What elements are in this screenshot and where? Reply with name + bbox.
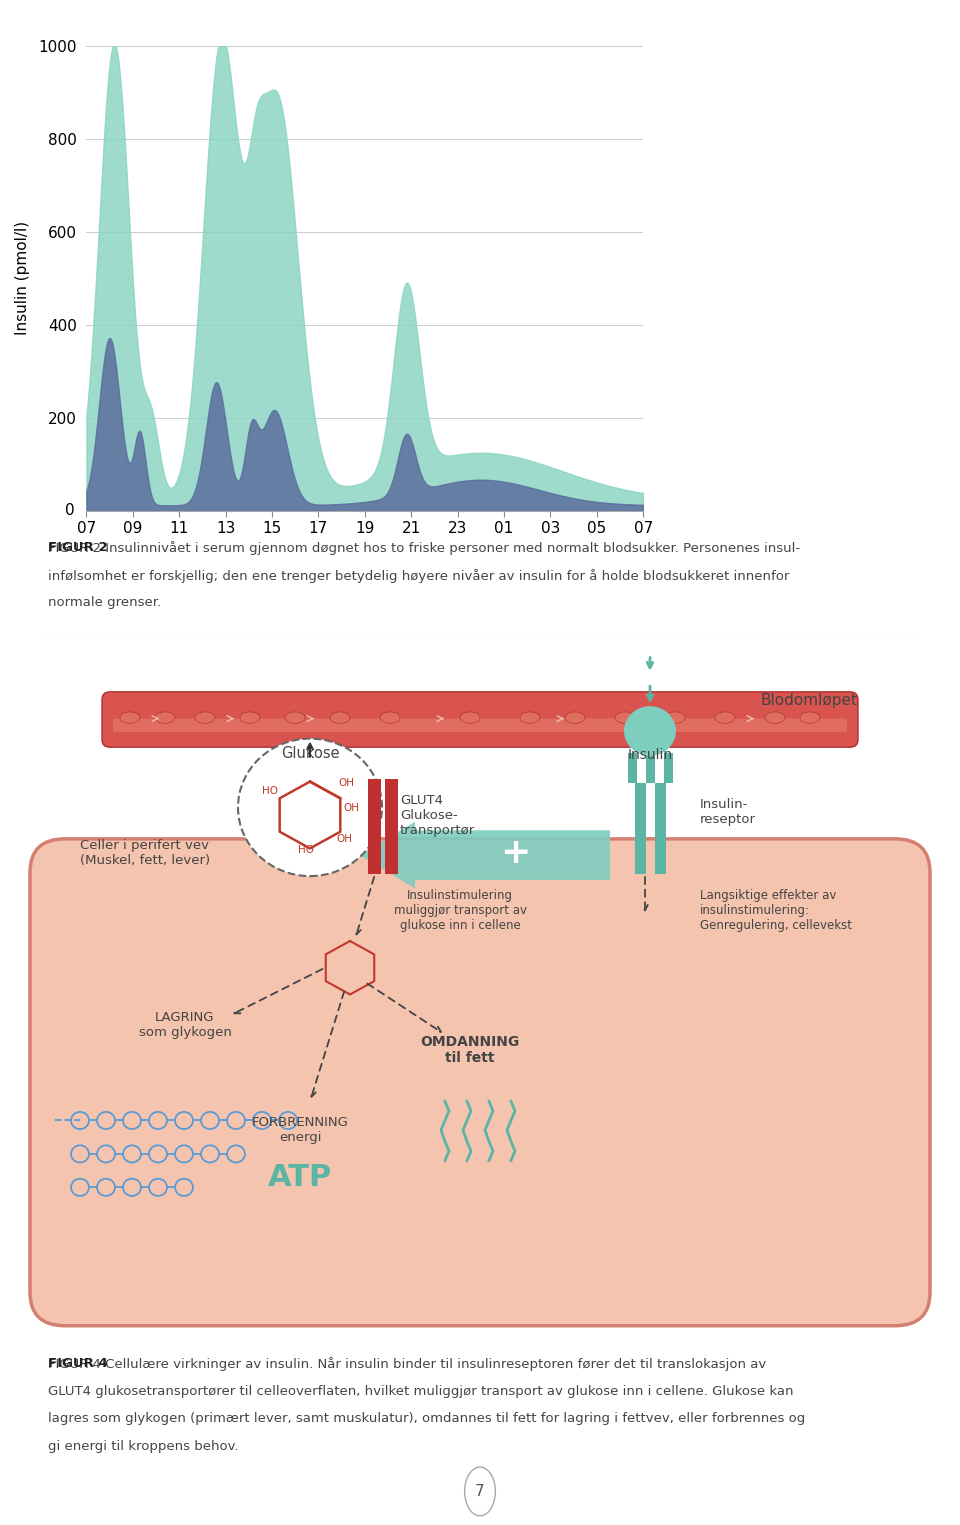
Text: 0: 0 (65, 503, 75, 518)
Ellipse shape (380, 712, 400, 723)
Ellipse shape (330, 712, 350, 723)
Bar (646, 753, 655, 784)
Ellipse shape (195, 712, 215, 723)
Ellipse shape (520, 712, 540, 723)
FancyArrow shape (360, 822, 610, 889)
Text: lagres som glykogen (primært lever, samt muskulatur), omdannes til fett for lagr: lagres som glykogen (primært lever, samt… (48, 1412, 805, 1426)
Ellipse shape (155, 712, 175, 723)
Text: FIGUR 4: FIGUR 4 (48, 1357, 108, 1371)
Text: Langsiktige effekter av
insulinstimulering:
Genregulering, cellevekst: Langsiktige effekter av insulinstimuleri… (700, 889, 852, 932)
Circle shape (238, 738, 382, 875)
Ellipse shape (615, 712, 635, 723)
Ellipse shape (460, 712, 480, 723)
FancyBboxPatch shape (113, 718, 847, 732)
Ellipse shape (765, 712, 785, 723)
Text: OH: OH (338, 778, 354, 788)
Y-axis label: Insulin (pmol/l): Insulin (pmol/l) (14, 221, 30, 336)
Text: FORBRENNING
energi: FORBRENNING energi (252, 1116, 348, 1144)
Bar (655, 784, 666, 874)
Text: 7: 7 (475, 1484, 485, 1499)
Circle shape (624, 706, 676, 756)
Text: normale grenser.: normale grenser. (48, 596, 161, 610)
Ellipse shape (715, 712, 735, 723)
Bar (635, 784, 646, 874)
Ellipse shape (565, 712, 585, 723)
Bar (664, 753, 673, 784)
FancyBboxPatch shape (102, 692, 858, 747)
Bar (628, 753, 637, 784)
Bar (368, 779, 381, 874)
Text: gi energi til kroppens behov.: gi energi til kroppens behov. (48, 1440, 239, 1453)
Text: Blodomløpet: Blodomløpet (760, 692, 857, 708)
Text: OMDANNING
til fett: OMDANNING til fett (420, 1034, 519, 1064)
Text: Glukose: Glukose (280, 746, 339, 761)
Text: HO: HO (298, 845, 314, 856)
Text: HO: HO (262, 785, 278, 796)
Text: ATP: ATP (268, 1164, 332, 1193)
Ellipse shape (800, 712, 820, 723)
Text: OH: OH (343, 804, 359, 813)
Text: OH: OH (336, 834, 352, 843)
Text: Insulin: Insulin (628, 749, 673, 762)
Ellipse shape (285, 712, 305, 723)
Text: FIGUR 4 Cellulære virkninger av insulin. Når insulin binder til insulinreseptore: FIGUR 4 Cellulære virkninger av insulin.… (48, 1357, 766, 1371)
Text: +: + (500, 836, 530, 871)
Text: Insulinstimulering
muliggjør transport av
glukose inn i cellene: Insulinstimulering muliggjør transport a… (394, 889, 526, 932)
Ellipse shape (665, 712, 685, 723)
Text: FIGUR 2 Insulinnivået i serum gjennom døgnet hos to friske personer med normalt : FIGUR 2 Insulinnivået i serum gjennom dø… (48, 541, 800, 555)
FancyBboxPatch shape (30, 839, 930, 1325)
Text: infølsomhet er forskjellig; den ene trenger betydelig høyere nivåer av insulin f: infølsomhet er forskjellig; den ene tren… (48, 569, 789, 583)
Ellipse shape (120, 712, 140, 723)
Text: FIGUR 2: FIGUR 2 (48, 541, 108, 555)
Text: GLUT4 glukosetransportører til celleoverflaten, hvilket muliggjør transport av g: GLUT4 glukosetransportører til celleover… (48, 1385, 794, 1398)
Text: Insulin-
reseptor: Insulin- reseptor (700, 798, 756, 827)
Text: Celler i perifert vev
(Muskel, fett, lever): Celler i perifert vev (Muskel, fett, lev… (80, 839, 210, 868)
Ellipse shape (240, 712, 260, 723)
Text: LAGRING
som glykogen: LAGRING som glykogen (138, 1011, 231, 1039)
Bar (385, 779, 398, 874)
Text: GLUT4
Glukose-
transportør: GLUT4 Glukose- transportør (400, 795, 475, 837)
